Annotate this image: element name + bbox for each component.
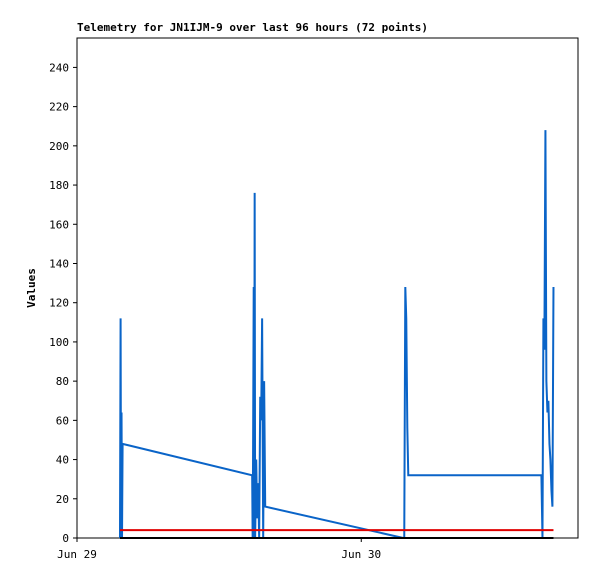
y-tick-label: 160 xyxy=(49,218,69,231)
y-tick-label: 80 xyxy=(56,375,69,388)
x-tick-label: Jun 29 xyxy=(57,548,97,561)
y-tick-label: 120 xyxy=(49,297,69,310)
y-tick-label: 240 xyxy=(49,61,69,74)
y-tick-label: 40 xyxy=(56,454,69,467)
y-tick-label: 20 xyxy=(56,493,69,506)
x-tick-label: Jun 30 xyxy=(341,548,381,561)
y-tick-label: 100 xyxy=(49,336,69,349)
y-tick-label: 180 xyxy=(49,179,69,192)
y-tick-label: 0 xyxy=(62,532,69,545)
y-axis-label: Values xyxy=(25,268,38,308)
y-tick-label: 200 xyxy=(49,140,69,153)
y-tick-label: 60 xyxy=(56,414,69,427)
chart-title: Telemetry for JN1IJM-9 over last 96 hour… xyxy=(77,21,428,34)
y-tick-label: 140 xyxy=(49,257,69,270)
series-line xyxy=(118,130,555,539)
y-tick-label: 220 xyxy=(49,101,69,114)
